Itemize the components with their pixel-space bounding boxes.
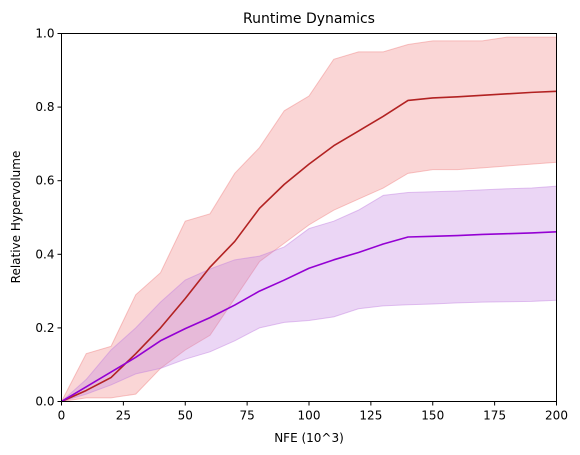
- y-tick-label: 0.8: [35, 100, 54, 114]
- y-tick-label: 0.6: [35, 174, 54, 188]
- y-axis: 0.0 0.2 0.4 0.6 0.8 1.0: [35, 27, 62, 409]
- x-tick-label: 50: [178, 409, 193, 423]
- x-tick-label: 150: [421, 409, 444, 423]
- y-tick-label: 0.0: [35, 395, 54, 409]
- y-axis-label: Relative Hypervolume: [9, 151, 23, 284]
- x-tick-label: 175: [483, 409, 506, 423]
- y-tick-label: 0.2: [35, 321, 54, 335]
- x-tick-label: 25: [116, 409, 131, 423]
- series-1-line: [61, 90, 557, 403]
- series-2-line: [61, 231, 557, 403]
- y-tick-label: 0.4: [35, 247, 54, 261]
- x-tick-label: 100: [298, 409, 321, 423]
- x-tick-label: 0: [58, 409, 66, 423]
- x-tick-label: 75: [239, 409, 254, 423]
- y-tick-label: 1.0: [35, 27, 54, 41]
- x-tick-label: 200: [545, 409, 568, 423]
- x-tick-label: 125: [359, 409, 382, 423]
- x-axis: 0 25 50 75 100 125 150 175 200: [58, 401, 568, 423]
- plot-area: [60, 36, 557, 403]
- chart-title: Runtime Dynamics: [243, 11, 375, 27]
- x-axis-label: NFE (10^3): [274, 431, 344, 445]
